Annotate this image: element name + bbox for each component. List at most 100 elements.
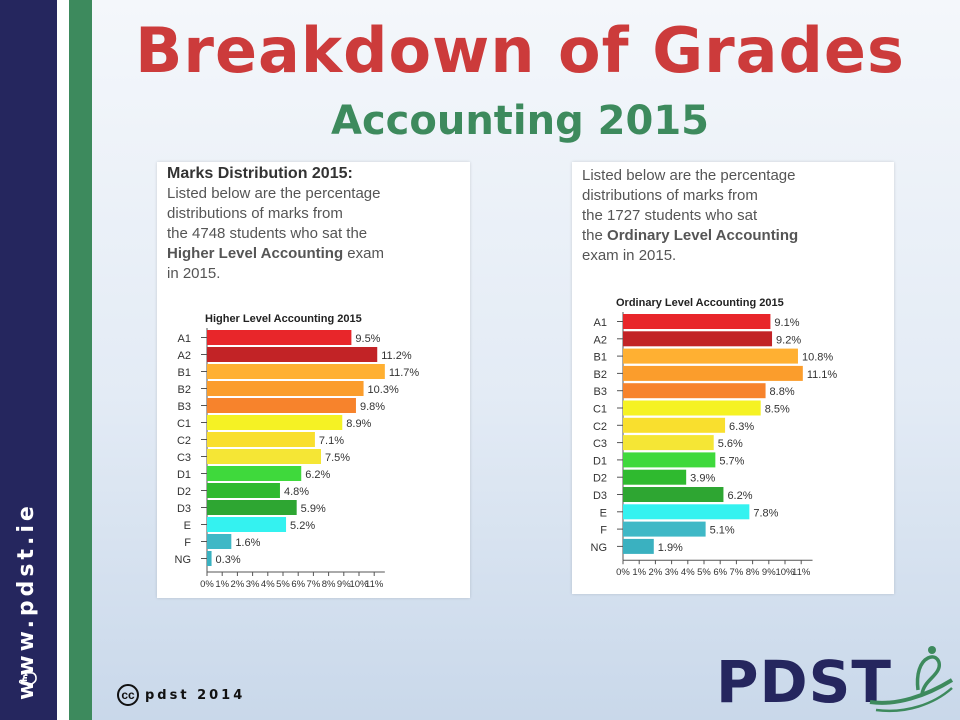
x-tick-label: 0% bbox=[200, 579, 214, 590]
bar bbox=[207, 551, 212, 566]
x-tick-label: 8% bbox=[322, 579, 336, 590]
bar bbox=[207, 364, 385, 379]
bar bbox=[207, 330, 352, 345]
left-sidebar bbox=[0, 0, 57, 720]
y-tick-label: B3 bbox=[594, 386, 607, 398]
bar bbox=[623, 521, 706, 537]
data-label: 10.8% bbox=[802, 352, 833, 364]
y-tick-label: B1 bbox=[178, 367, 191, 379]
y-tick-label: D2 bbox=[593, 473, 607, 485]
desc-line: the 4748 students who sat the bbox=[167, 225, 368, 242]
data-label: 11.1% bbox=[807, 369, 838, 381]
marks-distribution-heading: Marks Distribution 2015: bbox=[167, 165, 353, 182]
bar bbox=[623, 487, 724, 502]
y-tick-label: A1 bbox=[178, 333, 191, 345]
desc-text: exam bbox=[343, 245, 384, 262]
y-tick-label: C3 bbox=[177, 452, 191, 464]
y-tick-label: NG bbox=[591, 542, 608, 554]
bar bbox=[623, 365, 803, 381]
y-tick-label: B3 bbox=[178, 401, 191, 413]
x-tick-label: 3% bbox=[665, 567, 679, 578]
slide-title: Breakdown of Grades bbox=[135, 14, 905, 87]
data-label: 9.2% bbox=[776, 334, 801, 346]
x-tick-label: 8% bbox=[746, 567, 760, 578]
bar bbox=[207, 398, 356, 413]
y-tick-label: D3 bbox=[593, 490, 607, 502]
ordinary-level-description: Listed below are the percentage distribu… bbox=[582, 166, 798, 266]
ordinary-level-panel: Listed below are the percentage distribu… bbox=[572, 162, 894, 594]
chart-title: Ordinary Level Accounting 2015 bbox=[616, 297, 784, 309]
data-label: 8.8% bbox=[770, 386, 795, 398]
x-tick-label: 1% bbox=[632, 567, 646, 578]
desc-line: exam in 2015. bbox=[582, 247, 677, 264]
y-tick-label: C2 bbox=[177, 435, 191, 447]
x-tick-label: 1% bbox=[215, 579, 229, 590]
bar bbox=[623, 435, 714, 451]
data-label: 4.8% bbox=[284, 486, 309, 498]
data-label: 5.2% bbox=[290, 520, 315, 532]
bar bbox=[207, 466, 302, 481]
y-tick-label: C1 bbox=[177, 418, 191, 430]
data-label: 7.1% bbox=[319, 435, 344, 447]
desc-line: the Ordinary Level Accounting bbox=[582, 226, 798, 246]
y-tick-label: F bbox=[184, 537, 191, 549]
data-label: 5.9% bbox=[301, 503, 326, 515]
footer: cc pdst 2014 bbox=[117, 684, 245, 706]
desc-line: in 2015. bbox=[167, 265, 221, 282]
data-label: 5.1% bbox=[710, 525, 735, 537]
x-tick-label: 5% bbox=[697, 567, 711, 578]
bar bbox=[207, 534, 232, 549]
bar bbox=[623, 504, 750, 520]
y-tick-label: C1 bbox=[593, 404, 607, 416]
footer-copyright: pdst 2014 bbox=[145, 687, 246, 703]
bar bbox=[207, 381, 364, 396]
bar bbox=[207, 483, 280, 498]
ordinary-level-chart: Ordinary Level Accounting 2015 A1 9.1% A2 9.… bbox=[591, 297, 838, 578]
x-tick-label: 11% bbox=[365, 579, 384, 590]
desc-line: the 1727 students who sat bbox=[582, 207, 758, 224]
y-tick-label: A2 bbox=[178, 350, 191, 362]
data-label: 8.9% bbox=[346, 418, 371, 430]
bar bbox=[207, 347, 378, 362]
x-tick-label: 6% bbox=[291, 579, 305, 590]
x-tick-label: 11% bbox=[792, 567, 811, 578]
bar bbox=[623, 469, 687, 485]
white-stripe bbox=[57, 0, 69, 720]
data-label: 6.3% bbox=[729, 421, 754, 433]
x-tick-label: 2% bbox=[649, 567, 663, 578]
data-label: 9.8% bbox=[360, 401, 385, 413]
x-tick-label: 3% bbox=[246, 579, 260, 590]
x-tick-label: 9% bbox=[762, 567, 776, 578]
bar bbox=[207, 415, 343, 430]
desc-line: distributions of marks from bbox=[167, 205, 343, 222]
y-tick-label: B2 bbox=[594, 369, 607, 381]
y-tick-label: E bbox=[600, 507, 607, 519]
data-label: 8.5% bbox=[765, 404, 790, 416]
y-tick-label: A2 bbox=[594, 334, 607, 346]
pointer-hand-icon bbox=[18, 672, 37, 687]
y-tick-label: B2 bbox=[178, 384, 191, 396]
y-tick-label: F bbox=[600, 525, 607, 537]
y-tick-label: D1 bbox=[177, 469, 191, 481]
x-tick-label: 7% bbox=[307, 579, 321, 590]
higher-level-chart: Higher Level Accounting 2015 A1 9.5% A2 11.2… bbox=[175, 313, 420, 590]
bar bbox=[623, 417, 726, 433]
bar bbox=[207, 432, 315, 447]
bar bbox=[623, 314, 771, 329]
x-tick-label: 2% bbox=[231, 579, 245, 590]
y-tick-label: A1 bbox=[594, 317, 607, 329]
higher-level-description: Marks Distribution 2015: Listed below ar… bbox=[167, 164, 384, 284]
y-tick-label: C2 bbox=[593, 421, 607, 433]
x-tick-label: 10% bbox=[775, 567, 795, 578]
data-label: 1.6% bbox=[235, 537, 260, 549]
data-label: 11.2% bbox=[381, 350, 412, 362]
bar bbox=[623, 538, 654, 554]
higher-level-panel: Marks Distribution 2015: Listed below ar… bbox=[157, 162, 470, 598]
bar bbox=[623, 383, 766, 399]
data-label: 5.7% bbox=[719, 455, 744, 467]
creative-commons-icon: cc bbox=[117, 684, 139, 706]
green-stripe bbox=[69, 0, 92, 720]
level-name: Ordinary Level Accounting bbox=[607, 227, 799, 244]
x-tick-label: 4% bbox=[261, 579, 275, 590]
y-tick-label: D3 bbox=[177, 503, 191, 515]
